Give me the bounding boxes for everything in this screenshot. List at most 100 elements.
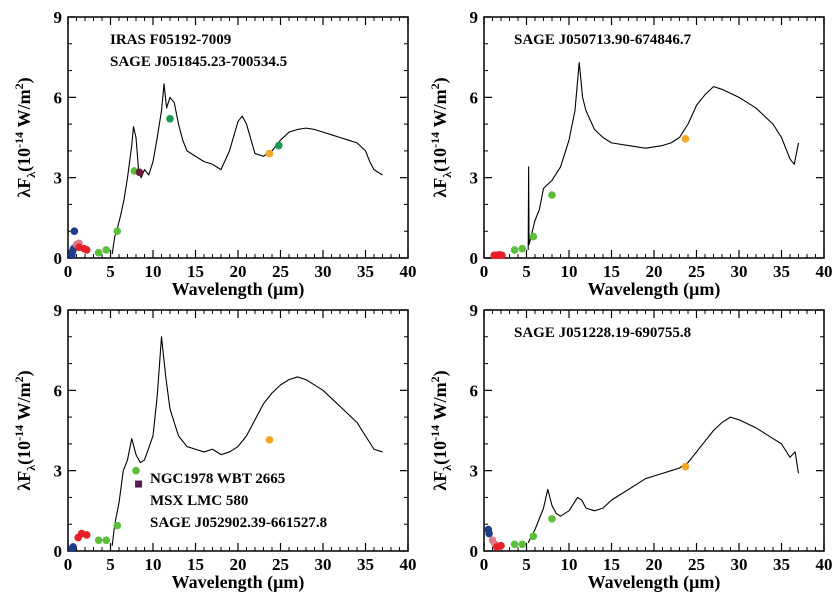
photometry-point	[548, 515, 556, 523]
y-axis-title-part: λF	[14, 178, 34, 198]
y-axis-title-part: )	[430, 77, 451, 83]
y-axis-title-part: λF	[430, 178, 450, 198]
x-tick-label: 0	[480, 555, 489, 574]
photometry-point	[548, 191, 556, 199]
x-tick-label: 20	[646, 555, 663, 574]
x-tick-label: 20	[646, 262, 663, 281]
y-axis-title-part: (10	[14, 148, 35, 172]
photometry-point	[497, 541, 505, 550]
y-axis-title-part: -14	[428, 132, 442, 148]
y-axis-title-part: λ	[440, 172, 454, 178]
spectrum-line	[527, 61, 800, 250]
x-tick-label: 40	[816, 555, 833, 574]
y-tick-label: 6	[54, 88, 63, 107]
y-axis-title-part: λ	[24, 172, 38, 178]
x-tick-label: 35	[773, 555, 790, 574]
x-tick-label: 25	[688, 555, 705, 574]
photometry-point	[102, 246, 111, 254]
x-tick-label: 15	[603, 262, 620, 281]
plot-frame	[483, 309, 825, 552]
y-axis-title-part: -14	[428, 425, 442, 441]
photometry-point	[510, 540, 519, 549]
x-tick-label: 20	[230, 262, 247, 281]
photometry-point	[681, 462, 690, 471]
y-axis-title-part: W/m	[14, 382, 34, 425]
annotation: NGC1978 WBT 2665	[150, 471, 285, 487]
photometry-point	[529, 232, 538, 241]
photometry-point	[510, 246, 519, 254]
y-tick-label: 9	[54, 8, 63, 27]
x-axis-title: Wavelength (μm)	[172, 279, 305, 300]
y-axis-title-part: W/m	[430, 89, 450, 132]
x-tick-label: 25	[272, 262, 289, 281]
y-axis-title: λFλ(10-14 W/m2)	[428, 77, 454, 197]
y-axis-title-part: W/m	[430, 382, 450, 425]
x-tick-label: 40	[816, 262, 833, 281]
y-axis-title-part: )	[430, 370, 451, 376]
y-tick-label: 9	[470, 8, 479, 27]
annotation: SAGE J051845.23-700534.5	[110, 54, 287, 70]
y-axis-title-part: (10	[430, 148, 451, 172]
y-axis-title-part: λF	[14, 471, 34, 491]
y-axis-title-part: 2	[428, 376, 442, 382]
y-axis-title-part: W/m	[14, 89, 34, 132]
x-tick-label: 0	[64, 262, 73, 281]
x-tick-label: 40	[400, 555, 417, 574]
photometry-point	[102, 536, 111, 545]
y-tick-label: 6	[54, 381, 63, 400]
annotation: SAGE J052902.39-661527.8	[150, 515, 327, 531]
annotation: MSX LMC 580	[150, 493, 248, 509]
x-tick-label: 35	[357, 555, 374, 574]
y-tick-label: 9	[470, 301, 479, 320]
y-tick-label: 3	[54, 169, 63, 188]
x-tick-label: 5	[106, 262, 115, 281]
y-axis-title: λFλ(10-14 W/m2)	[12, 77, 38, 197]
x-tick-label: 30	[731, 262, 748, 281]
y-axis-title-part: 2	[428, 83, 442, 89]
y-axis-title-part: λ	[440, 465, 454, 471]
x-tick-label: 30	[315, 555, 332, 574]
y-tick-label: 0	[54, 249, 63, 268]
y-tick-label: 3	[470, 169, 479, 188]
x-tick-label: 5	[522, 555, 531, 574]
photometry-point	[529, 532, 538, 541]
photometry-point	[113, 227, 122, 236]
y-tick-label: 3	[54, 462, 63, 481]
x-tick-label: 30	[315, 262, 332, 281]
photometry-point	[82, 531, 91, 539]
y-tick-label: 0	[470, 542, 479, 561]
panel: 0 5 10 15 20 25 30 35 40 0 3 6 9 Wavelength (μm) λFλ(1…	[428, 8, 833, 300]
y-tick-label: 0	[470, 249, 479, 268]
y-axis-title-part: )	[14, 370, 35, 376]
y-tick-label: 9	[54, 301, 63, 320]
photometry-point	[518, 244, 527, 253]
photometry-point	[498, 251, 506, 260]
photometry-point	[70, 227, 79, 236]
annotation: IRAS F05192-7009	[110, 32, 231, 48]
y-axis-title-part: -14	[12, 132, 26, 148]
photometry-point	[135, 168, 144, 177]
y-tick-label: 6	[470, 88, 479, 107]
x-axis-title: Wavelength (μm)	[588, 279, 721, 300]
y-axis-title-part: -14	[12, 425, 26, 441]
annotation: SAGE J050713.90-674846.7	[514, 32, 692, 48]
photometry-point	[113, 521, 122, 530]
photometry-point	[681, 135, 690, 143]
y-axis-title-part: (10	[430, 441, 451, 465]
photometry-point	[82, 246, 91, 254]
x-tick-label: 40	[400, 262, 417, 281]
photometry-point	[94, 536, 103, 545]
photometry-point	[265, 436, 274, 444]
panel: 0 5 10 15 20 25 30 35 40 0 3 6 9 Wavelength (μm) λFλ(1…	[12, 301, 417, 593]
photometry-point	[135, 480, 143, 488]
x-tick-label: 25	[272, 555, 289, 574]
x-tick-label: 25	[688, 262, 705, 281]
x-axis-title: Wavelength (μm)	[588, 572, 721, 593]
x-tick-label: 0	[64, 555, 73, 574]
x-tick-label: 15	[603, 555, 620, 574]
x-tick-label: 10	[145, 555, 162, 574]
panel: 0 5 10 15 20 25 30 35 40 0 3 6 9 Wavelength (μm) λFλ(1…	[428, 301, 833, 593]
y-axis-title-part: 2	[12, 83, 26, 89]
photometry-point	[265, 149, 274, 158]
